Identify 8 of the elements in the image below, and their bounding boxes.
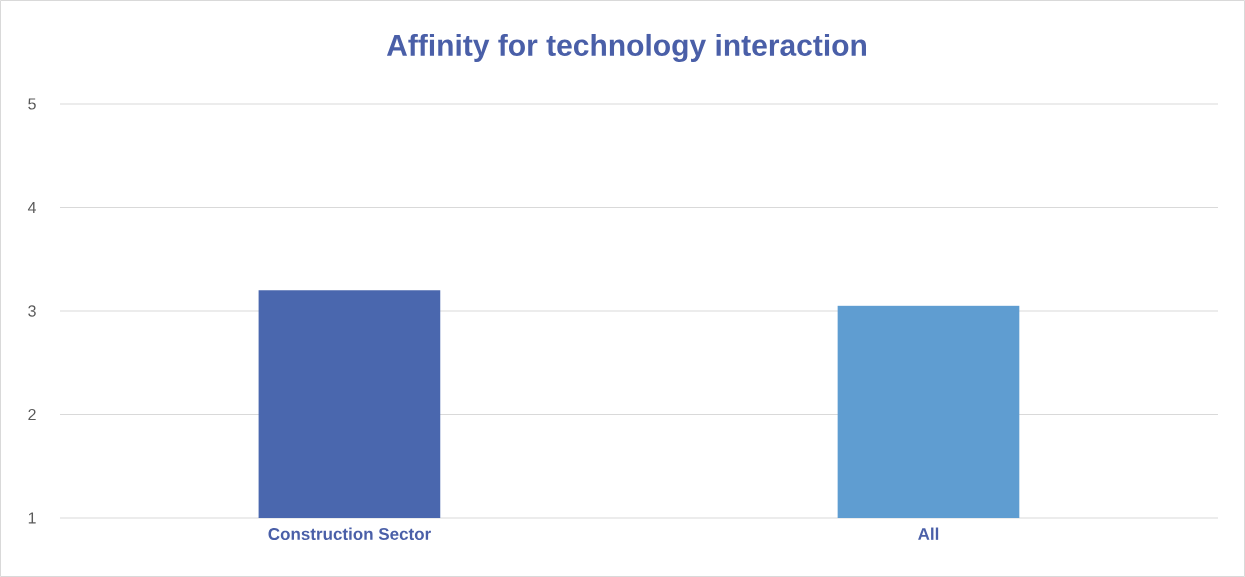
y-tick-label: 1 bbox=[28, 512, 36, 524]
y-tick-label: 3 bbox=[28, 305, 36, 317]
y-tick-label: 5 bbox=[28, 98, 36, 110]
x-tick-label: Construction Sector bbox=[268, 527, 431, 541]
x-tick-label: All bbox=[918, 527, 939, 540]
chart-title: Affinity for technology interaction bbox=[386, 33, 866, 63]
y-tick-label: 2 bbox=[28, 408, 36, 421]
y-tick-label: 4 bbox=[27, 201, 36, 213]
